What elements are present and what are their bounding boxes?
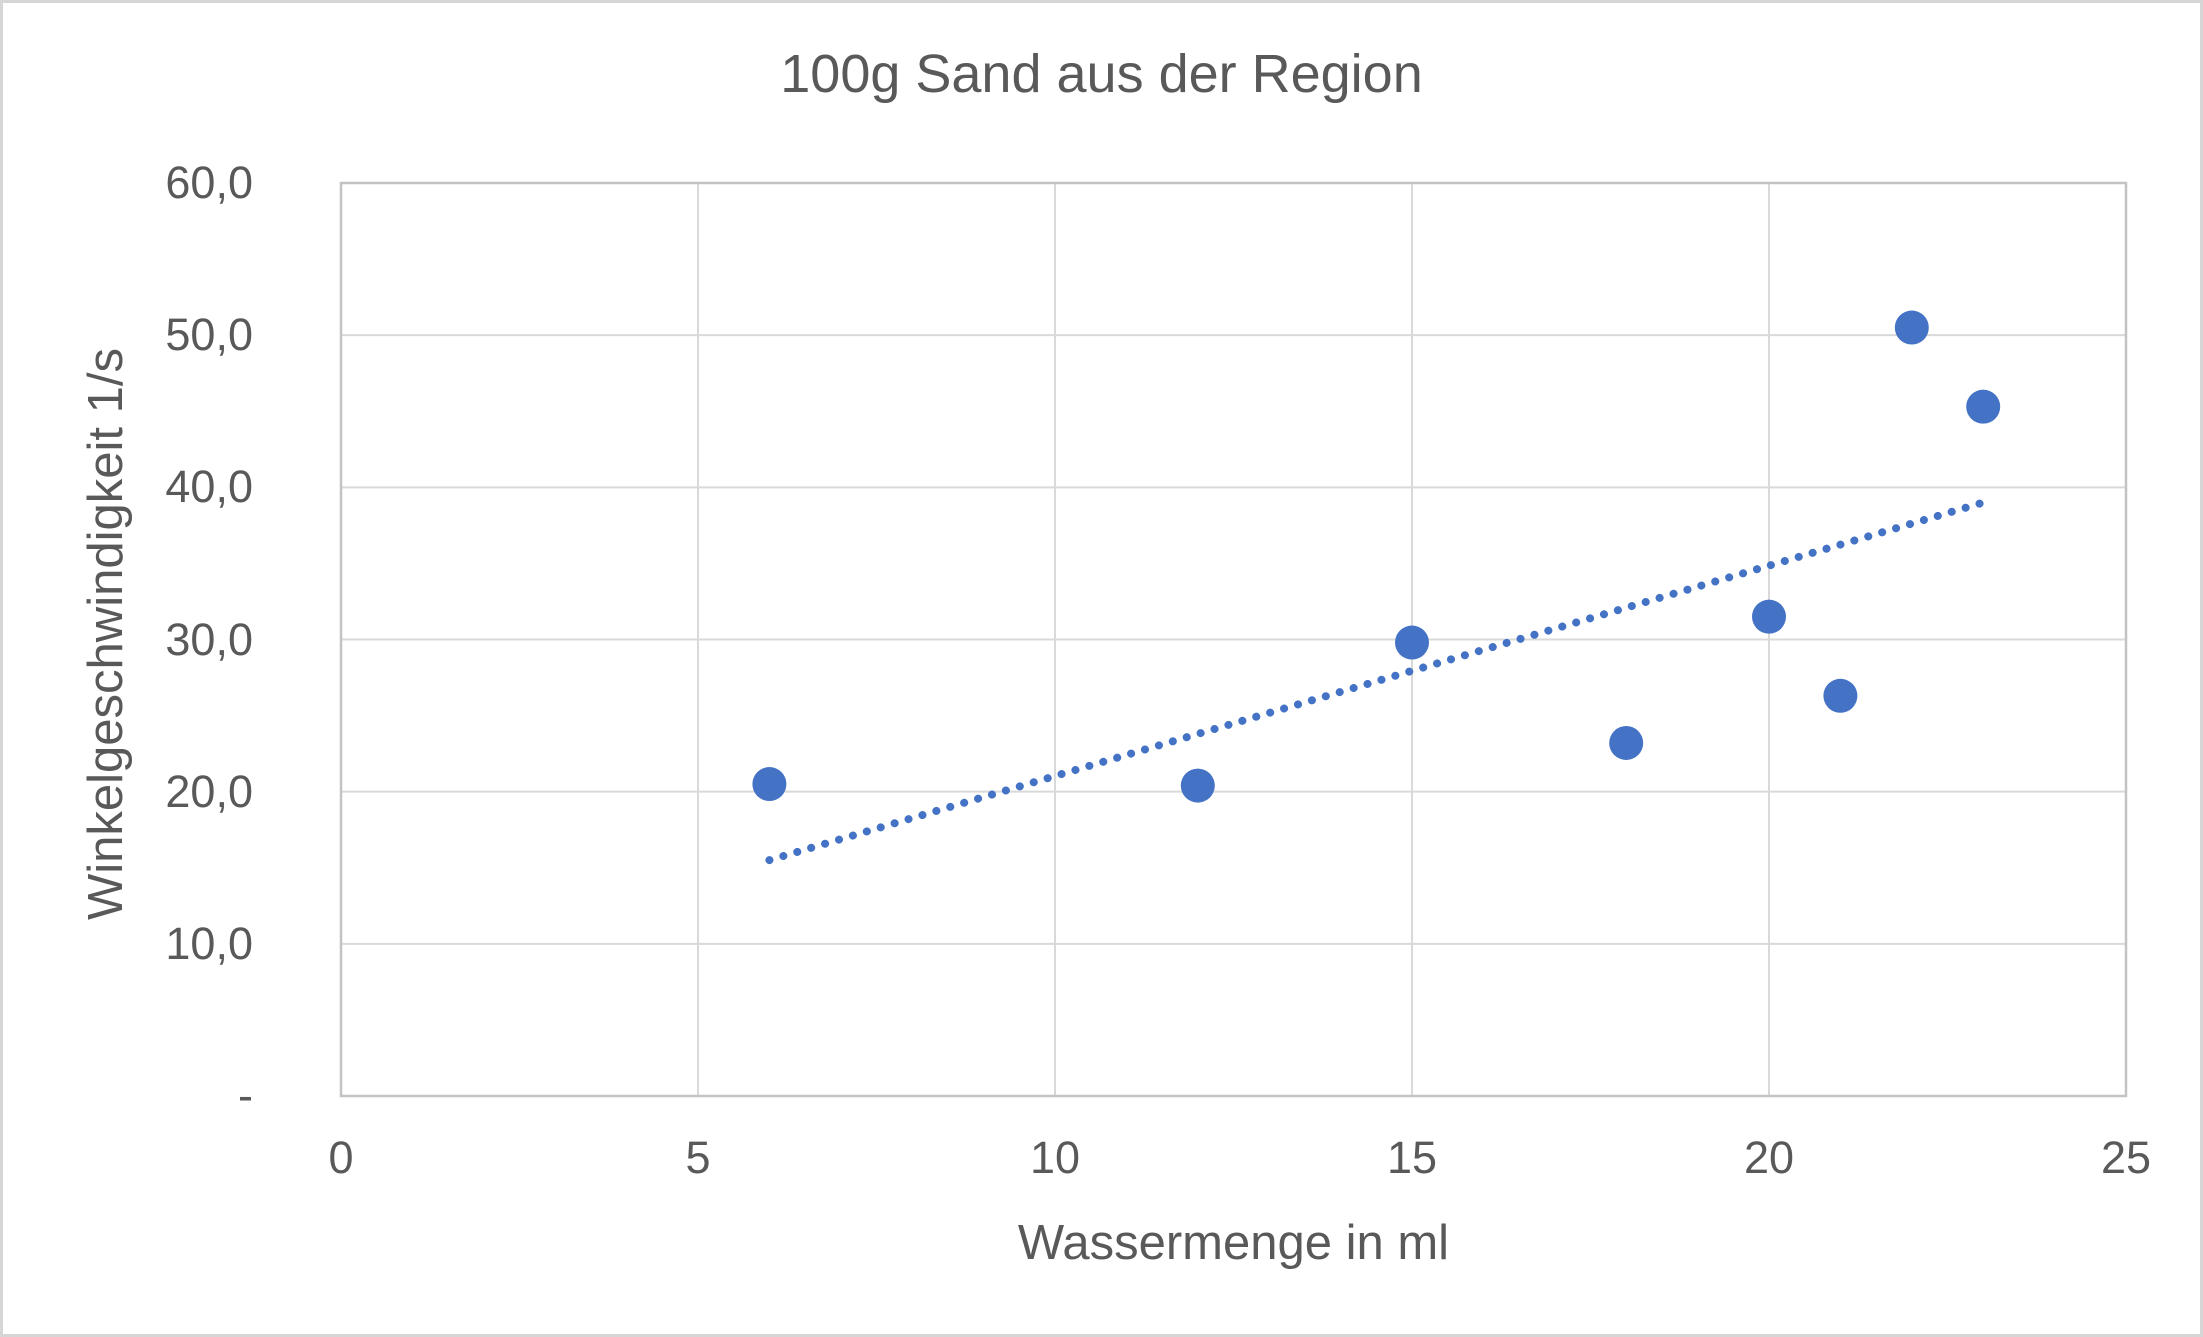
- trendline: [765, 498, 1988, 865]
- x-tick-label: 25: [2100, 1132, 2152, 1183]
- data-point: [1823, 678, 1858, 713]
- data-point: [1609, 725, 1644, 760]
- data-point: [1752, 599, 1786, 634]
- data-point: [1395, 625, 1429, 660]
- y-tick-label: 60,0: [165, 157, 253, 208]
- chart-title: 100g Sand aus der Region: [780, 44, 1423, 104]
- x-tick-label: 15: [1386, 1132, 1438, 1183]
- x-tick-label: 20: [1743, 1132, 1795, 1183]
- x-axis-title: Wassermenge in ml: [1017, 1216, 1450, 1270]
- y-tick-label: 30,0: [165, 613, 253, 665]
- data-point: [1894, 310, 1929, 345]
- y-tick-label: -: [238, 1070, 253, 1121]
- x-tick-label: 10: [1029, 1132, 1081, 1183]
- y-tick-label: 40,0: [165, 461, 253, 513]
- y-tick-label: 10,0: [165, 917, 253, 969]
- scatter-plot: [339, 181, 2128, 1098]
- data-point: [1966, 389, 2001, 424]
- x-tick-label: 0: [328, 1132, 354, 1183]
- x-tick-label: 5: [685, 1132, 711, 1183]
- plot-area-border: [339, 181, 2128, 1098]
- data-point: [1180, 768, 1215, 803]
- y-tick-label: 50,0: [165, 309, 253, 361]
- y-tick-label: 20,0: [165, 765, 253, 817]
- data-point: [752, 767, 787, 802]
